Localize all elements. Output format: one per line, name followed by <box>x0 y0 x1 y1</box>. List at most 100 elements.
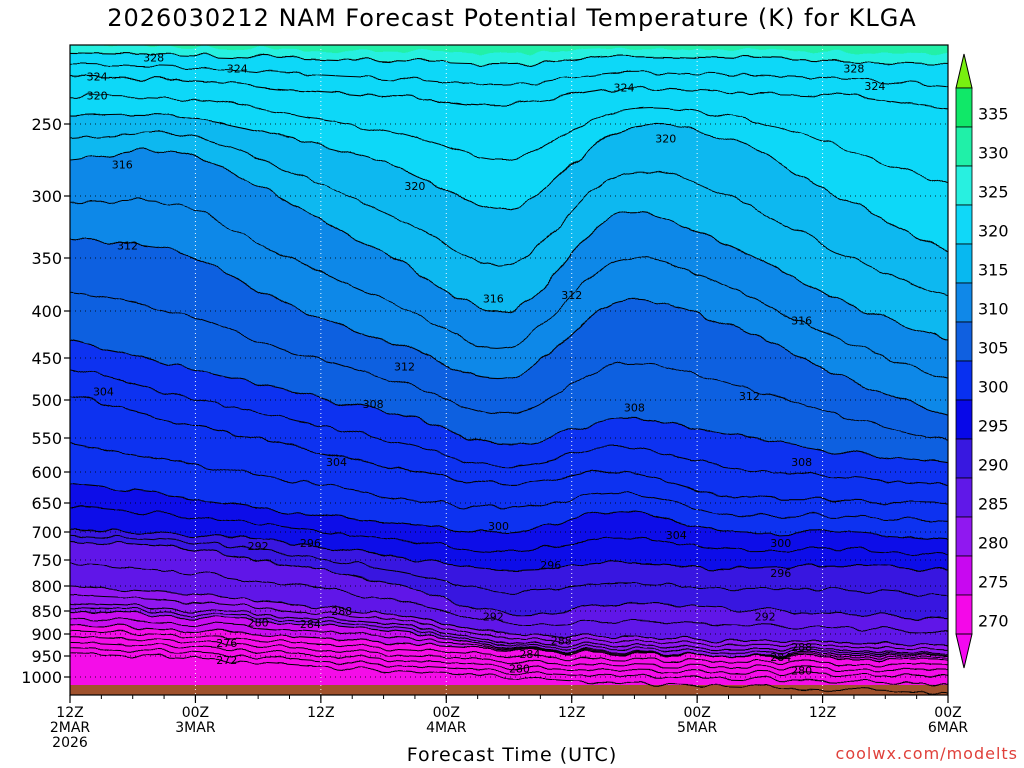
contour-label: 304 <box>666 529 687 542</box>
colorbar-swatch <box>955 399 973 440</box>
contour-label: 304 <box>93 386 114 399</box>
contour-label: 308 <box>624 402 645 415</box>
contour-label: 292 <box>483 611 504 624</box>
theta-band-group <box>70 45 948 695</box>
colorbar-label: 290 <box>978 456 1009 475</box>
isentrope-line <box>70 52 948 65</box>
y-tick-label: 950 <box>31 647 62 666</box>
colorbar-top-arrow <box>955 53 973 89</box>
contour-label: 316 <box>112 158 133 171</box>
x-tick-label: 5MAR <box>677 720 718 736</box>
isentrope-line <box>70 641 948 678</box>
colorbar-swatch <box>955 204 973 245</box>
colorbar-swatch <box>955 594 973 635</box>
y-tick-label: 650 <box>31 494 62 513</box>
y-tick-label: 1000 <box>21 668 62 687</box>
contour-label: 296 <box>770 567 791 580</box>
y-axis: 250 300 350 400 450 500 550 600 650 700 750 800 850 9… <box>21 115 70 687</box>
isentrope-line <box>70 617 948 659</box>
colorbar-swatch <box>955 321 973 362</box>
contour-label: 324 <box>864 80 885 93</box>
contour-label: 292 <box>248 540 269 553</box>
x-axis-label: Forecast Time (UTC) <box>406 744 618 766</box>
isentrope-line <box>70 338 948 466</box>
contour-label: 292 <box>755 611 776 624</box>
contour-label: 284 <box>300 618 321 631</box>
x-tick-label: 00Z <box>182 705 209 721</box>
colorbar-bottom-arrow <box>955 633 973 669</box>
isentrope-line <box>70 636 948 672</box>
contour-label: 284 <box>519 648 540 661</box>
contour-label: 288 <box>551 635 572 648</box>
x-tick-label: 12Z <box>56 705 83 721</box>
colorbar-label: 275 <box>978 573 1009 592</box>
isentrope-line <box>70 630 948 667</box>
isentrope-line <box>70 395 948 504</box>
isentrope-line <box>70 113 948 253</box>
x-tick-label: 6MAR <box>928 720 969 736</box>
isentrope-line <box>70 653 948 693</box>
credit-link[interactable]: coolwx.com/modelts <box>835 744 1018 763</box>
colorbar-label: 270 <box>978 612 1009 631</box>
contour-label: 280 <box>509 663 530 676</box>
colorbar-swatch <box>955 555 973 596</box>
colorbar-label: 285 <box>978 495 1009 514</box>
contour-label: 300 <box>770 537 791 550</box>
contour-label: 316 <box>483 292 504 305</box>
y-tick-label: 750 <box>31 551 62 570</box>
x-tick-label: 12Z <box>558 705 585 721</box>
x-tick-label: 00Z <box>433 705 460 721</box>
x-tick-label: 2026 <box>52 735 88 751</box>
y-tick-label: 600 <box>31 463 62 482</box>
colorbar-label: 295 <box>978 417 1009 436</box>
y-tick-label: 350 <box>31 249 62 268</box>
y-tick-label: 550 <box>31 429 62 448</box>
contour-label: 308 <box>791 456 812 469</box>
isentrope-line <box>70 534 948 597</box>
contour-label: 324 <box>227 63 248 76</box>
isentrope-line <box>70 367 948 485</box>
y-tick-label: 300 <box>31 187 62 206</box>
x-tick-label: 12Z <box>809 705 836 721</box>
y-tick-label: 900 <box>31 625 62 644</box>
isentrope-line <box>70 199 948 380</box>
colorbar-label: 300 <box>978 378 1009 397</box>
isentrope-line <box>70 483 948 541</box>
contour-label: 300 <box>488 520 509 533</box>
isentrope-line <box>70 585 948 646</box>
contour-label: 320 <box>655 132 676 145</box>
contour-label: 288 <box>331 605 352 618</box>
isentrope-line <box>70 539 948 621</box>
x-tick-label: 00Z <box>934 705 961 721</box>
contour-line-group <box>70 52 948 693</box>
colorbar-label: 315 <box>978 261 1009 280</box>
contour-label: 312 <box>561 289 582 302</box>
colorbar-label: 305 <box>978 339 1009 358</box>
isentrope-line <box>70 150 948 340</box>
colorbar: 335 330 325 320 315 310 305 300 295 290 285 280 275 2… <box>955 53 1009 669</box>
y-tick-label: 500 <box>31 391 62 410</box>
contour-label: 324 <box>87 71 108 84</box>
contour-label: 312 <box>117 240 138 253</box>
colorbar-swatch <box>955 477 973 518</box>
isentrope-line <box>70 238 948 416</box>
contour-label: 308 <box>363 398 384 411</box>
y-tick-label: 700 <box>31 523 62 542</box>
colorbar-swatch <box>955 360 973 401</box>
contour-label: 296 <box>300 537 321 550</box>
contour-label: 320 <box>404 180 425 193</box>
y-tick-label: 800 <box>31 577 62 596</box>
contour-label: 280 <box>248 617 269 630</box>
isentrope-line <box>70 64 948 87</box>
contour-label: 324 <box>613 82 634 95</box>
contour-label: 304 <box>326 456 347 469</box>
y-tick-label: 250 <box>31 115 62 134</box>
isentrope-line <box>70 442 948 523</box>
isentrope-line <box>70 132 948 299</box>
y-tick-label: 850 <box>31 602 62 621</box>
isentrope-line <box>70 602 948 655</box>
contour-label: 280 <box>791 665 812 678</box>
colorbar-swatch <box>955 87 973 128</box>
plot-frame <box>69 44 949 696</box>
